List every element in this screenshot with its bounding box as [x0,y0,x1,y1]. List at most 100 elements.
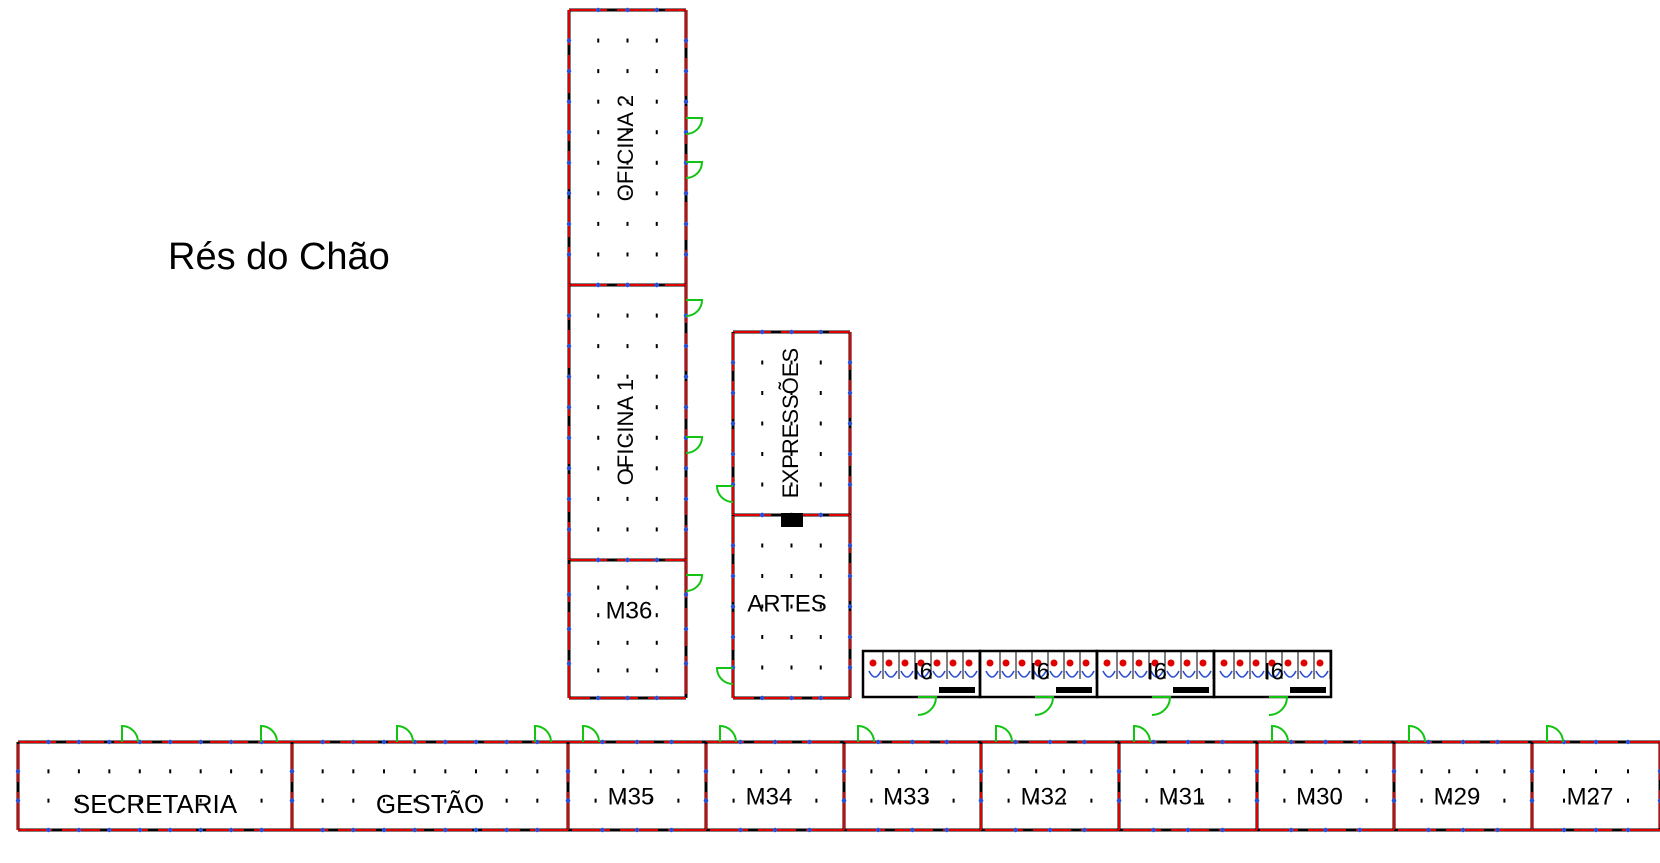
grid-mark [1365,798,1368,803]
grid-mark [819,360,822,365]
window-tick [760,512,765,518]
grid-mark [925,798,928,803]
grid-mark [138,769,141,774]
grid-mark [597,99,600,104]
window-tick [730,421,736,426]
room-label-m27: M27 [1567,783,1614,810]
grid-mark [597,374,600,379]
grid-mark [761,421,764,426]
grate [1056,687,1092,693]
grid-mark [1448,769,1451,774]
grid-mark [597,191,600,196]
window-tick [1357,827,1362,833]
sanitary-basin [1065,670,1079,678]
room-label-m34: M34 [746,783,793,810]
grid-mark [655,221,658,226]
grate [1290,687,1326,693]
grid-mark [413,769,416,774]
grid-mark [626,640,629,645]
window-tick [1391,798,1397,803]
grid-mark [761,543,764,548]
window-tick [683,592,689,597]
window-tick [818,512,823,518]
window-tick [566,592,572,597]
door-bottom-12 [1546,724,1564,743]
window-tick [1220,827,1225,833]
grid-mark [761,391,764,395]
window-tick [1013,739,1018,745]
room-label-m36: M36 [606,597,653,624]
window-tick [847,665,853,670]
grid-mark [952,769,955,774]
window-tick [669,827,674,833]
door-bottom-10 [1271,724,1289,743]
window-tick [944,827,949,833]
grid-mark [655,38,658,43]
window-tick [566,130,572,135]
window-tick [730,543,736,548]
window-tick [473,739,479,745]
sanitary-fixture [1167,659,1175,667]
window-tick [1082,827,1087,833]
grid-mark [761,360,764,365]
grid-mark [952,798,955,803]
room-label-m32: M32 [1021,783,1068,810]
sanitary-basin [916,670,930,678]
sanitary-fixture [917,659,925,667]
window-tick [944,739,949,745]
grid-mark [1627,798,1629,803]
grid-mark [1062,798,1065,803]
grid-mark [655,374,658,379]
window-tick [730,360,736,365]
window-tick [596,695,601,701]
grid-mark [626,613,629,618]
room-label-artes: ARTES [747,590,827,617]
window-tick [730,573,736,579]
sanitary-basin [1198,670,1212,678]
window-tick [320,739,325,745]
grid-mark [815,769,818,774]
grid-mark [655,99,658,104]
window-tick [730,604,736,609]
sanitary-fixture [1002,659,1010,667]
window-tick [566,374,572,379]
window-tick [1220,739,1225,745]
grid-mark [790,665,793,670]
grid-mark [352,798,355,803]
window-tick [683,374,689,379]
grid-mark [655,496,658,501]
window-tick [504,827,509,833]
grid-mark [536,769,539,774]
grid-mark [77,769,80,774]
grid-mark [230,798,233,803]
window-tick [566,160,572,165]
grid-mark [597,496,600,501]
grid-mark [383,769,385,774]
grid-mark [622,798,625,803]
grid-mark [505,769,508,774]
room-label-expressoes: EXPRESSÕES [778,348,803,498]
grid-mark [655,252,658,257]
sanitary-basin [1251,670,1265,678]
grid-mark [626,99,629,104]
grid-mark [626,160,629,165]
grid-mark [790,452,793,456]
window-tick [1151,739,1156,745]
sanitary-basin [1118,670,1132,678]
window-tick [566,435,572,440]
window-tick [847,604,853,609]
door-bottom-9 [1133,724,1151,743]
window-tick [443,739,448,745]
grid-mark [626,405,629,410]
sanitary-basin [900,670,914,678]
grid-mark [1310,769,1313,774]
window-tick [198,827,203,833]
window-tick [351,827,356,833]
door-bottom-4 [534,724,552,743]
window-tick [1593,739,1599,745]
door-bottom-11 [1408,724,1426,743]
grid-mark [1090,769,1093,774]
grid-mark [1062,769,1065,774]
grid-mark [790,482,793,487]
window-tick [228,739,234,745]
